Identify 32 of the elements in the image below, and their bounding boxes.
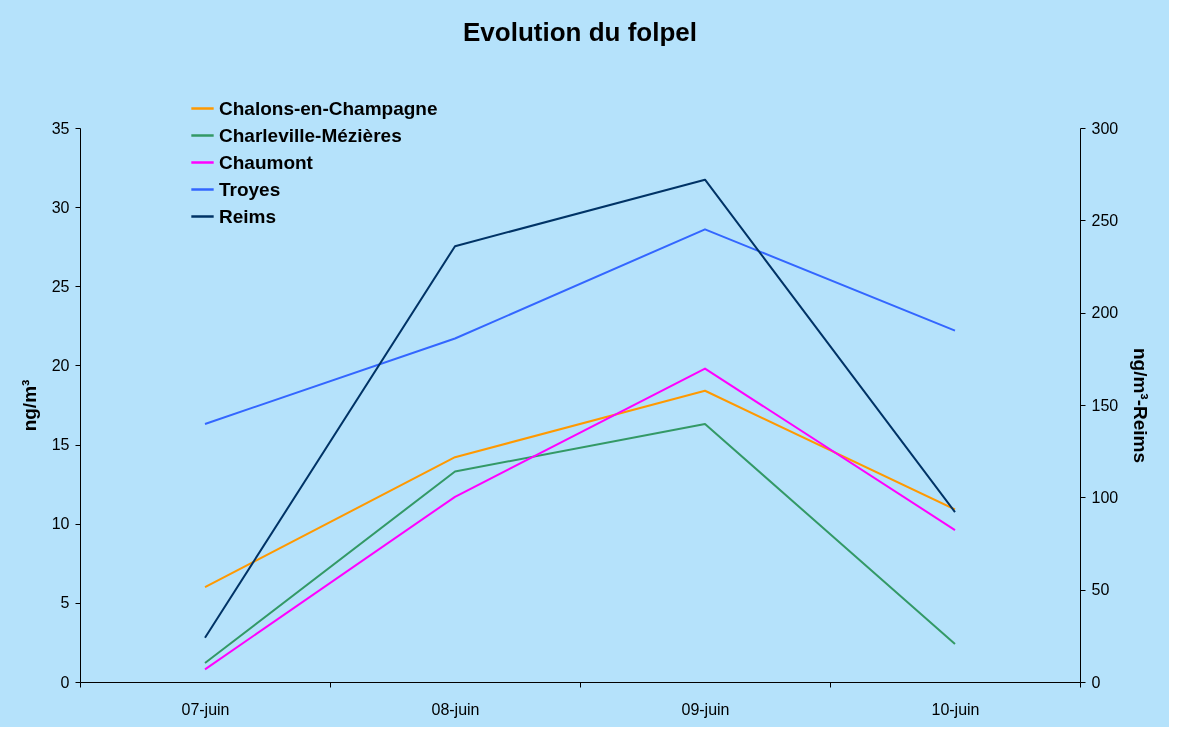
chart-title: Evolution du folpel	[463, 17, 697, 47]
line-series	[204, 367, 956, 671]
y2-tick-label: 200	[1091, 304, 1119, 322]
line-series	[204, 228, 956, 425]
y2-tick-label: 250	[1091, 211, 1119, 229]
y-axis-title: ng/m³	[18, 379, 40, 432]
line-series	[204, 422, 956, 665]
y2-tick-label: 150	[1091, 396, 1119, 414]
y2-tick-label: 50	[1091, 581, 1110, 599]
x-tick-label: 08-juin	[431, 700, 480, 718]
legend-label: Reims	[219, 205, 277, 227]
x-tick-label: 10-juin	[931, 700, 980, 718]
line-series	[204, 178, 956, 639]
y-tick-label: 10	[51, 515, 70, 533]
y-tick-label: 20	[51, 356, 70, 374]
legend-label: Chaumont	[219, 151, 314, 173]
y2-tick-label: 0	[1091, 673, 1101, 691]
legend-label: Chalons-en-Champagne	[219, 97, 438, 119]
x-tick-label: 09-juin	[681, 700, 730, 718]
legend-label: Troyes	[219, 178, 281, 200]
x-tick-label: 07-juin	[181, 700, 230, 718]
legend-label: Charleville-Mézières	[219, 124, 402, 146]
y-tick-label: 5	[60, 594, 70, 612]
y2-tick-label: 300	[1091, 119, 1119, 137]
y-tick-label: 35	[51, 119, 70, 137]
y2-axis-title: ng/m³-Reims	[1130, 347, 1152, 464]
y2-tick-label: 100	[1091, 488, 1119, 506]
y-tick-label: 0	[60, 673, 70, 691]
line-series	[204, 389, 956, 589]
y-tick-label: 25	[51, 277, 70, 295]
y-tick-label: 15	[51, 436, 70, 454]
y-tick-label: 30	[51, 198, 70, 216]
